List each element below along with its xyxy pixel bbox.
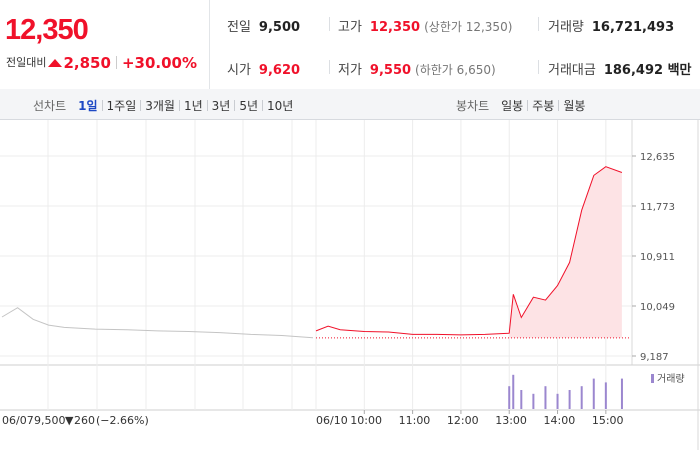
volume-bar <box>512 374 515 409</box>
period-5y[interactable]: 5년 <box>239 99 259 113</box>
volume-bar <box>544 386 547 409</box>
divider <box>140 100 142 111</box>
prev-close-cell: 전일 9,500 <box>227 16 300 35</box>
change-label: 전일대비 <box>6 56 47 69</box>
period-10y[interactable]: 10년 <box>267 99 294 113</box>
y-tick-label: 12,635 <box>640 152 675 163</box>
volume-bar <box>580 386 583 409</box>
candle-chart-label: 봉차트 <box>456 99 490 113</box>
upper-limit: (상한가 12,350) <box>424 20 513 34</box>
line-chart-periods: 선차트 1일 1주일 3개월 1년 3년 5년 10년 <box>33 97 297 114</box>
x-tick-label: 13:00 <box>495 414 527 427</box>
volume-bar <box>556 393 559 409</box>
volume-bar <box>592 378 595 409</box>
divider <box>262 100 264 111</box>
change-value: 2,850 <box>63 54 111 72</box>
up-arrow-icon <box>48 59 63 67</box>
high-cell: 고가 12,350 (상한가 12,350) <box>338 16 512 35</box>
candle-monthly[interactable]: 월봉 <box>563 99 586 113</box>
prev-close-value: 9,500 <box>258 20 301 35</box>
volume-bar <box>568 390 571 409</box>
volume-cell: 거래량 16,721,493 <box>548 16 674 35</box>
divider <box>329 17 330 31</box>
period-3m[interactable]: 3개월 <box>145 99 175 113</box>
x-tick-label: 14:00 <box>544 414 576 427</box>
volume-value: 16,721,493 <box>591 20 675 35</box>
chart-grid <box>0 120 700 450</box>
y-tick-label: 9,187 <box>640 352 669 363</box>
prev-day-date: 06/07 <box>2 414 34 427</box>
x-axis: 10:00 11:00 12:00 13:00 14:00 15:00 <box>350 410 624 427</box>
line-chart-label: 선차트 <box>33 99 67 113</box>
volume-legend-label: 거래량 <box>657 373 685 385</box>
candle-daily[interactable]: 일봉 <box>501 99 524 113</box>
amount-cell: 거래대금 186,492 백만 <box>548 59 692 78</box>
volume-legend-swatch <box>651 374 654 383</box>
y-tick-label: 11,773 <box>640 202 675 213</box>
current-price-box: 12,350 전일대비 2,850 +30.00% <box>0 0 210 89</box>
divider <box>538 60 539 74</box>
volume-bar <box>532 393 535 409</box>
period-1d[interactable]: 1일 <box>78 99 98 113</box>
prev-day-line <box>1 307 314 339</box>
divider <box>101 100 103 111</box>
down-arrow-icon: ▼ <box>65 414 74 427</box>
prev-day-close: 9,500 <box>34 414 66 427</box>
y-tick-label: 10,049 <box>640 302 675 313</box>
high-label: 고가 <box>338 20 362 35</box>
today-price-line <box>315 166 623 336</box>
divider <box>558 100 560 111</box>
open-cell: 시가 9,620 <box>227 59 300 78</box>
low-value: 9,550 <box>369 63 412 78</box>
volume-label: 거래량 <box>548 20 584 35</box>
x-tick-label: 10:00 <box>350 414 382 427</box>
y-tick-label: 10,911 <box>640 252 675 263</box>
open-label: 시가 <box>227 63 251 78</box>
divider <box>178 100 180 111</box>
quote-panel: 12,350 전일대비 2,850 +30.00% 전일 9,500 고가 12,350… <box>0 0 700 90</box>
y-axis: 12,635 11,773 10,911 10,049 9,187 <box>0 152 675 363</box>
volume-bar <box>520 390 523 409</box>
candle-weekly[interactable]: 주봉 <box>532 99 555 113</box>
x-tick-label: 15:00 <box>592 414 624 427</box>
x-tick-label: 12:00 <box>447 414 479 427</box>
volume-bar <box>620 378 623 409</box>
current-price: 12,350 <box>5 14 89 46</box>
change-row: 전일대비 2,850 +30.00% <box>6 54 197 72</box>
divider <box>329 60 330 74</box>
amount-label: 거래대금 <box>548 63 596 78</box>
change-percent: +30.00% <box>121 54 197 72</box>
prev-day-change: 260 <box>74 414 95 427</box>
period-bar: 선차트 1일 1주일 3개월 1년 3년 5년 10년 봉차트 일봉 주봉 월봉 <box>0 89 700 120</box>
divider <box>527 100 529 111</box>
divider <box>538 17 539 31</box>
x-tick-label: 11:00 <box>399 414 431 427</box>
divider <box>234 100 236 111</box>
volume-bars <box>508 374 623 409</box>
period-1y[interactable]: 1년 <box>183 99 203 113</box>
volume-bar <box>508 386 511 409</box>
period-1w[interactable]: 1주일 <box>106 99 137 113</box>
lower-limit: (하한가 6,650) <box>415 63 496 77</box>
low-cell: 저가 9,550 (하한가 6,650) <box>338 59 496 78</box>
high-value: 12,350 <box>369 20 421 35</box>
volume-bar <box>604 382 607 409</box>
open-value: 9,620 <box>258 63 301 78</box>
divider <box>115 56 117 69</box>
today-date: 06/10 <box>316 414 348 427</box>
divider <box>206 100 208 111</box>
period-3y[interactable]: 3년 <box>211 99 231 113</box>
today-price-area <box>509 166 622 338</box>
candle-chart-periods: 봉차트 일봉 주봉 월봉 <box>456 97 589 114</box>
amount-value: 186,492 백만 <box>603 63 692 78</box>
prev-close-label: 전일 <box>227 20 251 35</box>
prev-day-change-pct: (−2.66%) <box>96 414 149 427</box>
low-label: 저가 <box>338 63 362 78</box>
